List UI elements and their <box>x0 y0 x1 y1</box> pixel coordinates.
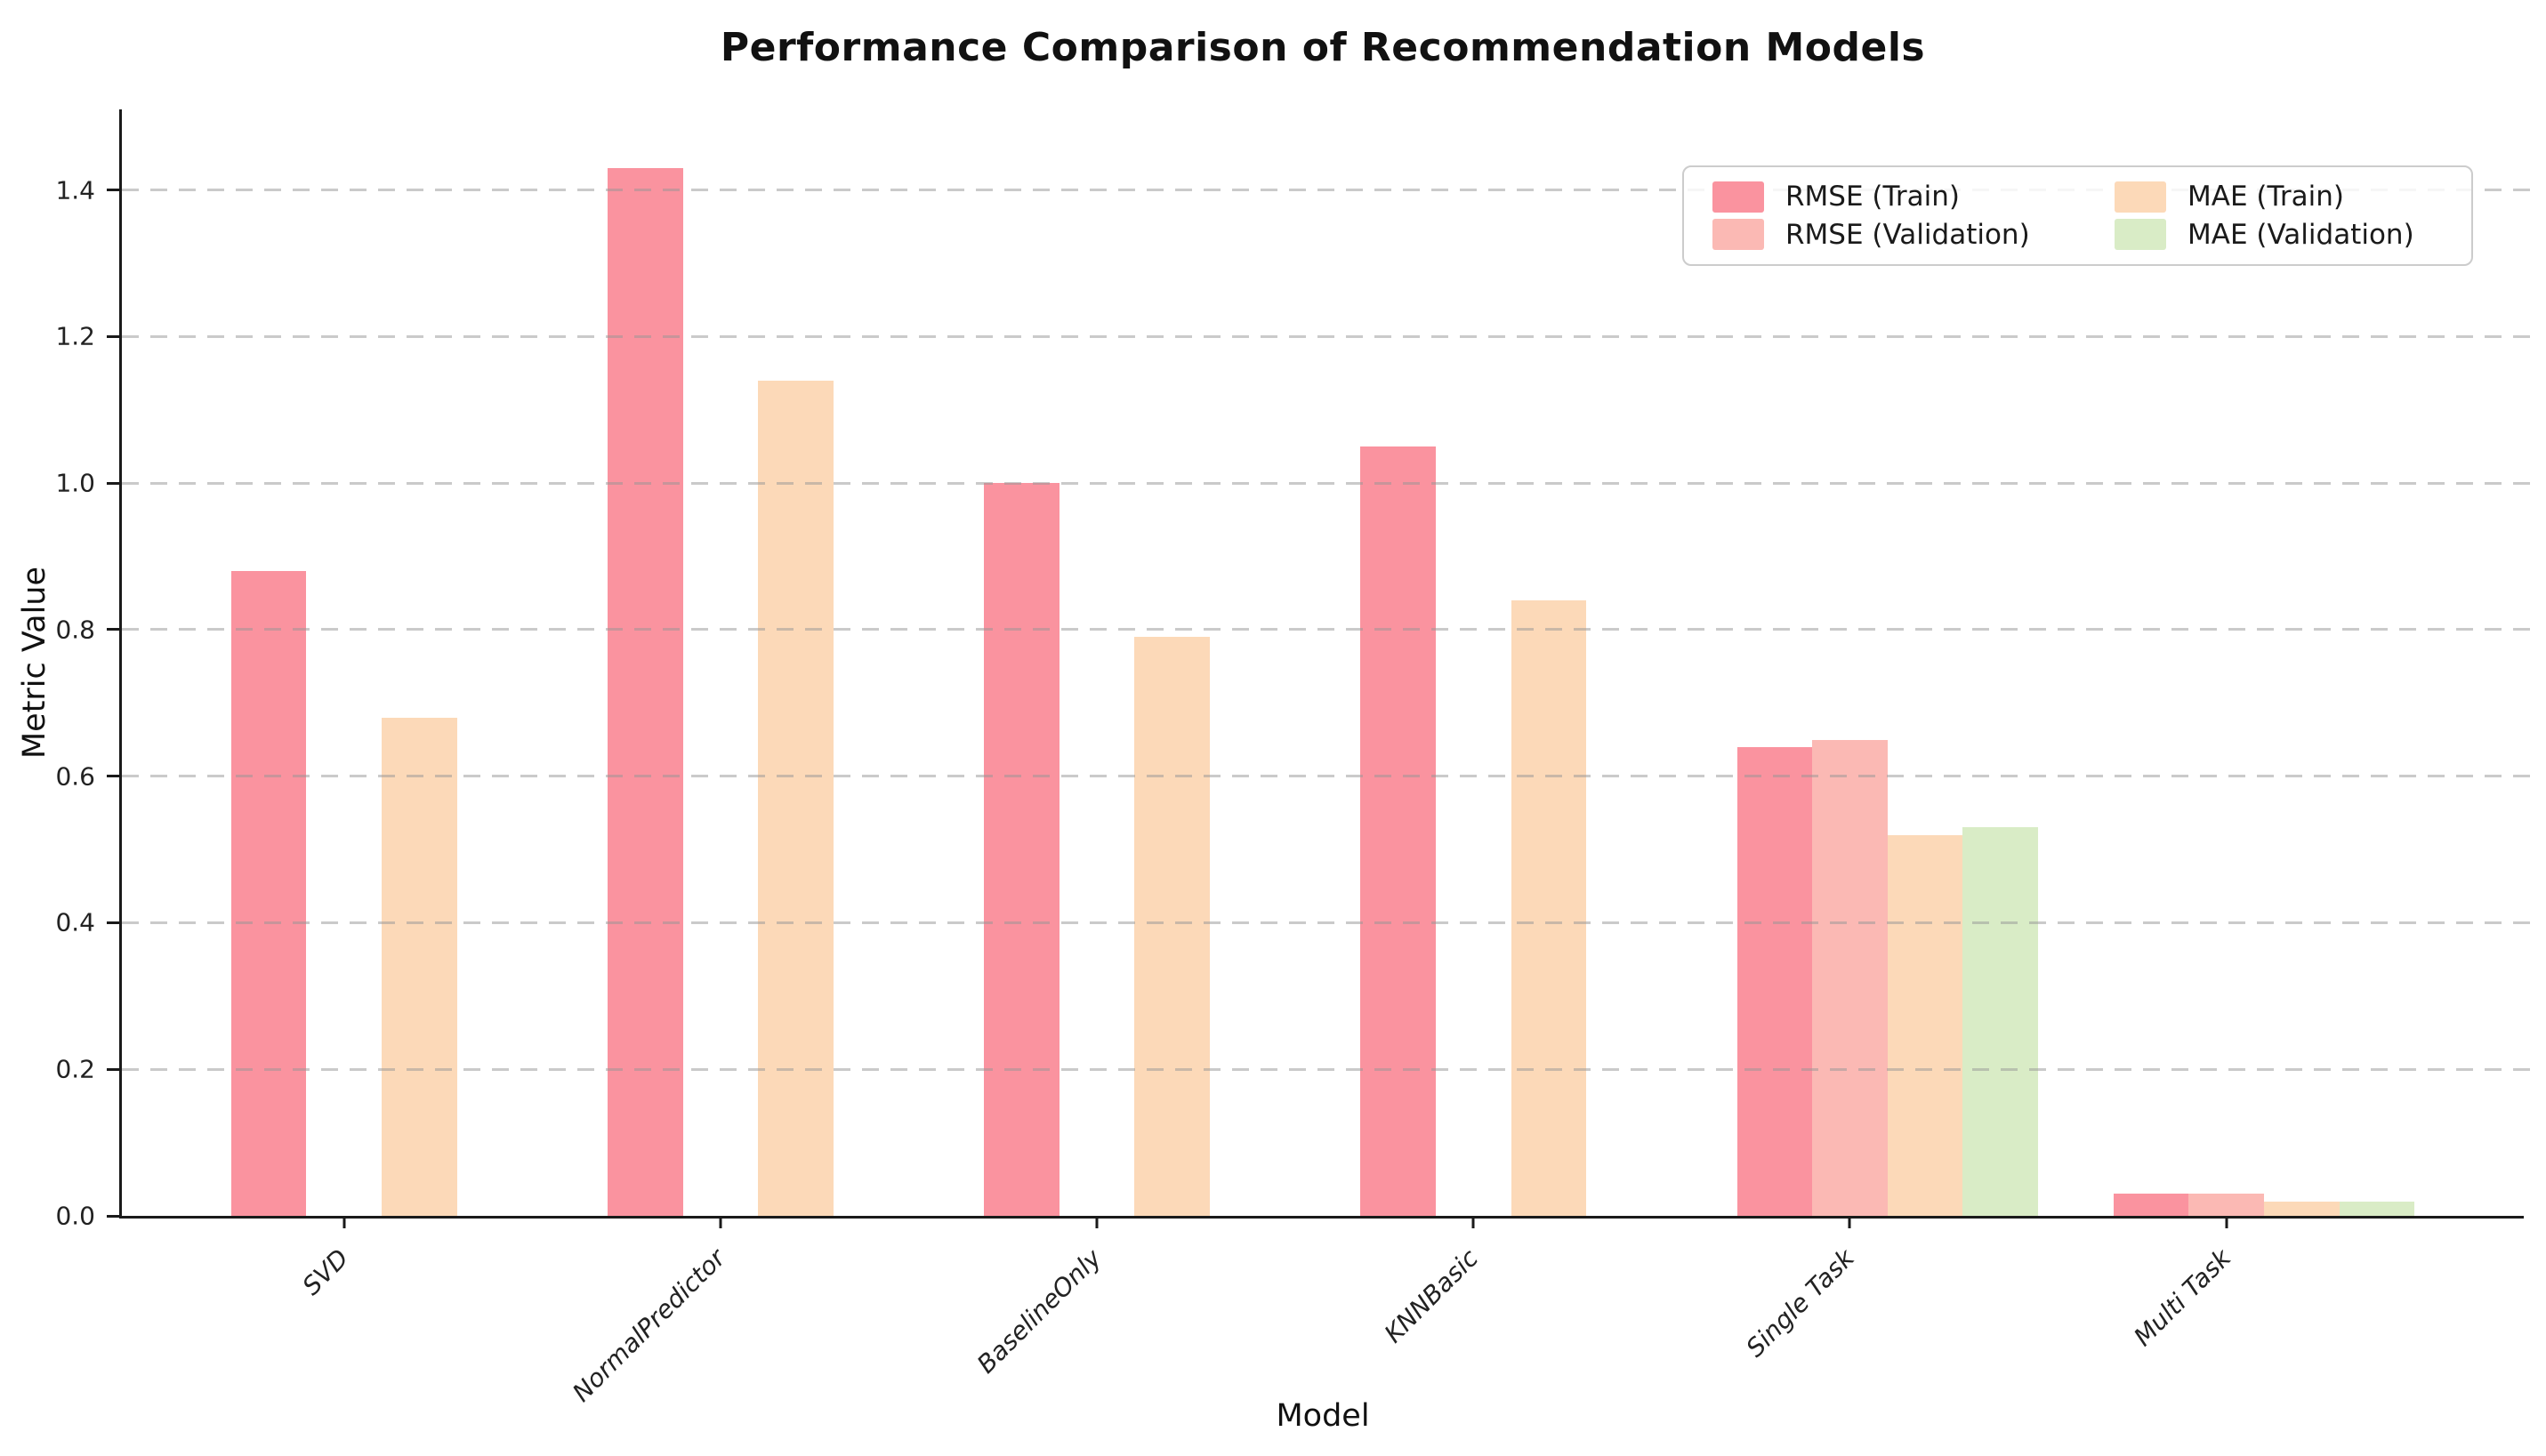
x-tick-label-text: NormalPredictor <box>566 1243 731 1408</box>
y-tick-mark <box>107 775 119 778</box>
legend-swatch-icon <box>2115 219 2166 251</box>
x-tick-label-text: Multi Task <box>2128 1243 2237 1352</box>
y-axis-spine <box>119 109 122 1219</box>
legend-item-mae-train: MAE (Train) <box>2115 178 2471 216</box>
x-axis-spine <box>119 1216 2524 1219</box>
bar-mae-train-normalpredictor <box>758 380 834 1216</box>
x-tick-mark <box>1095 1216 1099 1228</box>
bar-mae-validation-multi-task <box>2339 1201 2415 1216</box>
gridline-y-1.2 <box>122 334 2531 338</box>
legend-swatch-icon <box>2115 181 2166 213</box>
y-tick-mark <box>107 334 119 338</box>
legend-swatch-icon <box>1712 219 1764 251</box>
x-tick-label-text: KNNBasic <box>1378 1243 1484 1349</box>
bar-mae-train-single-task <box>1887 834 1963 1216</box>
legend-item-mae-validation: MAE (Validation) <box>2115 216 2471 254</box>
legend-item-rmse-train: RMSE (Train) <box>1712 178 2115 216</box>
x-tick-mark <box>1471 1216 1475 1228</box>
bar-rmse-train-normalpredictor <box>607 167 683 1216</box>
y-tick-label-1.0: 1.0 <box>55 468 95 498</box>
gridline-y-0.2 <box>122 1067 2531 1071</box>
bar-mae-train-svd <box>382 717 457 1216</box>
legend-swatch-icon <box>1712 181 1764 213</box>
bar-mae-validation-single-task <box>1962 827 2039 1216</box>
x-tick-label-text: SVD <box>296 1243 355 1301</box>
x-tick-label-text: BaselineOnly <box>971 1243 1108 1380</box>
x-tick-mark <box>1848 1216 1851 1228</box>
legend-label: MAE (Train) <box>2187 181 2344 213</box>
bar-rmse-validation-multi-task <box>2188 1194 2264 1216</box>
x-tick-mark <box>342 1216 346 1228</box>
legend-item-rmse-validation: RMSE (Validation) <box>1712 216 2115 254</box>
x-axis-label: Model <box>1276 1398 1370 1434</box>
bar-rmse-train-single-task <box>1736 746 1813 1216</box>
y-tick-label-0.4: 0.4 <box>55 907 95 937</box>
bar-mae-train-baselineonly <box>1134 637 1211 1216</box>
y-tick-label-0.6: 0.6 <box>55 761 95 792</box>
x-tick-label-text: Single Task <box>1740 1243 1861 1363</box>
y-tick-mark <box>107 1067 119 1071</box>
gridline-y-0.4 <box>122 921 2531 924</box>
gridline-y-0.6 <box>122 775 2531 778</box>
y-tick-mark <box>107 1214 119 1218</box>
legend-label: MAE (Validation) <box>2187 218 2414 251</box>
bar-mae-train-multi-task <box>2263 1201 2340 1216</box>
bar-rmse-validation-single-task <box>1812 739 1888 1216</box>
bar-rmse-train-knnbasic <box>1360 446 1436 1216</box>
y-tick-label-0.2: 0.2 <box>55 1054 95 1084</box>
y-tick-mark <box>107 921 119 924</box>
legend-label: RMSE (Train) <box>1785 181 1960 213</box>
y-tick-mark <box>107 189 119 192</box>
chart-title: Performance Comparison of Recommendation… <box>720 25 1926 70</box>
gridline-y-0.8 <box>122 628 2531 631</box>
bar-rmse-train-baselineonly <box>984 483 1059 1216</box>
y-tick-mark <box>107 481 119 485</box>
y-tick-label-1.4: 1.4 <box>55 175 95 205</box>
y-tick-label-0.8: 0.8 <box>55 615 95 645</box>
plot-area: 0.0 0.2 0.4 0.6 0.8 1.0 1.2 1.4 SVD NormalPredict… <box>55 109 2531 1407</box>
x-tick-mark <box>2225 1216 2228 1228</box>
legend-label: RMSE (Validation) <box>1785 218 2030 251</box>
bar-mae-train-knnbasic <box>1511 599 1587 1216</box>
bar-rmse-train-multi-task <box>2113 1194 2189 1216</box>
legend: RMSE (Train) RMSE (Validation) MAE (Train)… <box>1682 165 2473 266</box>
y-tick-mark <box>107 628 119 631</box>
gridline-y-1.0 <box>122 481 2531 485</box>
bar-rmse-train-svd <box>230 571 307 1216</box>
y-tick-label-0.0: 0.0 <box>55 1201 95 1231</box>
gridline-y-1.4 <box>122 189 2531 192</box>
y-axis-label: Metric Value <box>17 566 52 760</box>
y-tick-label-1.2: 1.2 <box>55 321 95 351</box>
x-tick-mark <box>719 1216 722 1228</box>
